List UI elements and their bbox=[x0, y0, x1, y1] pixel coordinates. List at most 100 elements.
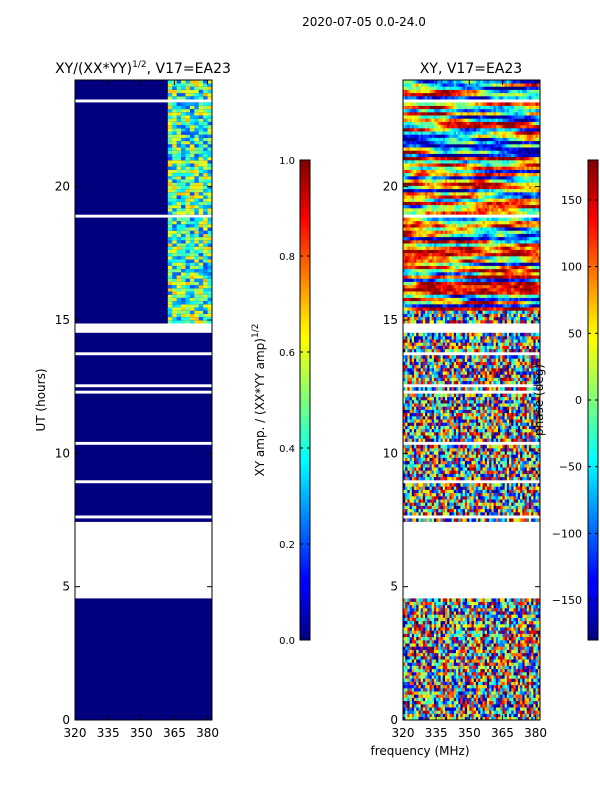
heatmap-cell bbox=[409, 665, 413, 670]
heatmap-cell bbox=[495, 499, 499, 503]
heatmap-cell bbox=[427, 688, 430, 692]
heatmap-cell bbox=[471, 662, 475, 666]
heatmap-cell bbox=[460, 633, 463, 638]
heatmap-cell bbox=[464, 473, 468, 478]
heatmap-cell bbox=[449, 684, 452, 689]
heatmap-cell bbox=[464, 681, 468, 686]
heatmap-cell bbox=[464, 675, 468, 679]
heatmap-cell bbox=[531, 668, 534, 673]
heatmap-cell bbox=[451, 435, 455, 439]
heatmap-cell bbox=[198, 156, 204, 161]
heatmap-cell bbox=[520, 630, 523, 634]
heatmap-cell bbox=[460, 425, 463, 430]
heatmap-cell bbox=[416, 681, 419, 686]
heatmap-cell bbox=[189, 265, 195, 270]
heatmap-row bbox=[75, 448, 212, 452]
heatmap-cell bbox=[515, 630, 519, 634]
heatmap-cell bbox=[431, 688, 435, 692]
heatmap-cell bbox=[420, 432, 424, 436]
heatmap-cell bbox=[498, 425, 501, 430]
heatmap-cell bbox=[444, 704, 448, 708]
heatmap-cell bbox=[458, 486, 461, 490]
heatmap-cell bbox=[207, 297, 213, 302]
heatmap-cell bbox=[407, 492, 410, 497]
heatmap-cell bbox=[467, 694, 470, 698]
heatmap-cell bbox=[409, 444, 413, 449]
heatmap-cell bbox=[486, 432, 490, 436]
heatmap-cell bbox=[194, 291, 200, 295]
heatmap-cell bbox=[460, 473, 463, 478]
heatmap-cell bbox=[436, 601, 439, 606]
heatmap-cell bbox=[447, 502, 450, 506]
heatmap-cell bbox=[418, 684, 421, 689]
heatmap-cell bbox=[500, 672, 503, 676]
heatmap-cell bbox=[533, 643, 536, 647]
heatmap-cell bbox=[451, 643, 455, 647]
heatmap-cell bbox=[436, 505, 439, 510]
heatmap-cell bbox=[509, 502, 512, 506]
heatmap-cell bbox=[520, 659, 523, 663]
heatmap-cell bbox=[176, 83, 182, 87]
heatmap-cell bbox=[504, 649, 508, 654]
heatmap-cell bbox=[537, 672, 541, 676]
heatmap-cell bbox=[440, 473, 444, 478]
heatmap-cell bbox=[422, 688, 426, 692]
heatmap-cell bbox=[427, 681, 430, 686]
heatmap-cell bbox=[409, 684, 413, 689]
heatmap-cell bbox=[509, 691, 512, 695]
heatmap-cell bbox=[194, 188, 200, 193]
heatmap-cell bbox=[416, 646, 419, 650]
heatmap-cell bbox=[506, 630, 510, 634]
heatmap-cell bbox=[528, 505, 532, 510]
heatmap-cell bbox=[469, 649, 472, 654]
heatmap-cell bbox=[167, 297, 173, 302]
heatmap-cell bbox=[414, 422, 417, 426]
heatmap-cell bbox=[469, 486, 472, 490]
heatmap-cell bbox=[473, 483, 477, 487]
heatmap-cell bbox=[493, 716, 497, 721]
heatmap-cell bbox=[515, 435, 519, 439]
heatmap-cell bbox=[407, 716, 410, 721]
heatmap-cell bbox=[403, 652, 406, 657]
heatmap-cell bbox=[420, 656, 424, 660]
heatmap-cell bbox=[456, 675, 459, 679]
heatmap-cell bbox=[513, 460, 516, 465]
heatmap-cell bbox=[436, 467, 439, 471]
heatmap-cell bbox=[436, 704, 439, 708]
heatmap-cell bbox=[416, 451, 419, 455]
heatmap-cell bbox=[453, 691, 457, 695]
heatmap-cell bbox=[498, 518, 501, 522]
heatmap-cell bbox=[482, 681, 486, 686]
heatmap-cell bbox=[442, 608, 446, 612]
heatmap-cell bbox=[475, 512, 479, 516]
heatmap-cell bbox=[411, 624, 415, 628]
heatmap-cell bbox=[520, 512, 523, 516]
heatmap-cell bbox=[482, 505, 486, 510]
heatmap-cell bbox=[478, 483, 481, 487]
heatmap-cell bbox=[464, 649, 468, 654]
heatmap-cell bbox=[451, 451, 455, 455]
heatmap-cell bbox=[418, 704, 421, 708]
heatmap-cell bbox=[473, 611, 477, 615]
heatmap-cell bbox=[495, 620, 499, 625]
heatmap-cell bbox=[453, 652, 457, 657]
heatmap-cell bbox=[403, 512, 406, 516]
heatmap-cell bbox=[440, 681, 444, 686]
heatmap-cell bbox=[405, 512, 408, 516]
heatmap-cell bbox=[438, 652, 441, 657]
heatmap-cell bbox=[491, 505, 494, 510]
heatmap-cell bbox=[500, 662, 503, 666]
heatmap-cell bbox=[176, 233, 182, 238]
heatmap-cell bbox=[506, 428, 510, 433]
heatmap-cell bbox=[498, 620, 501, 625]
heatmap-cell bbox=[464, 620, 468, 625]
heatmap-cell bbox=[429, 499, 433, 503]
heatmap-cell bbox=[438, 665, 441, 670]
heatmap-cell bbox=[491, 614, 494, 618]
heatmap-cell bbox=[207, 291, 213, 295]
heatmap-cell bbox=[486, 512, 490, 516]
heatmap-cell bbox=[515, 489, 519, 494]
heatmap-cell bbox=[449, 499, 452, 503]
heatmap-cell bbox=[464, 662, 468, 666]
heatmap-cell bbox=[533, 505, 536, 510]
